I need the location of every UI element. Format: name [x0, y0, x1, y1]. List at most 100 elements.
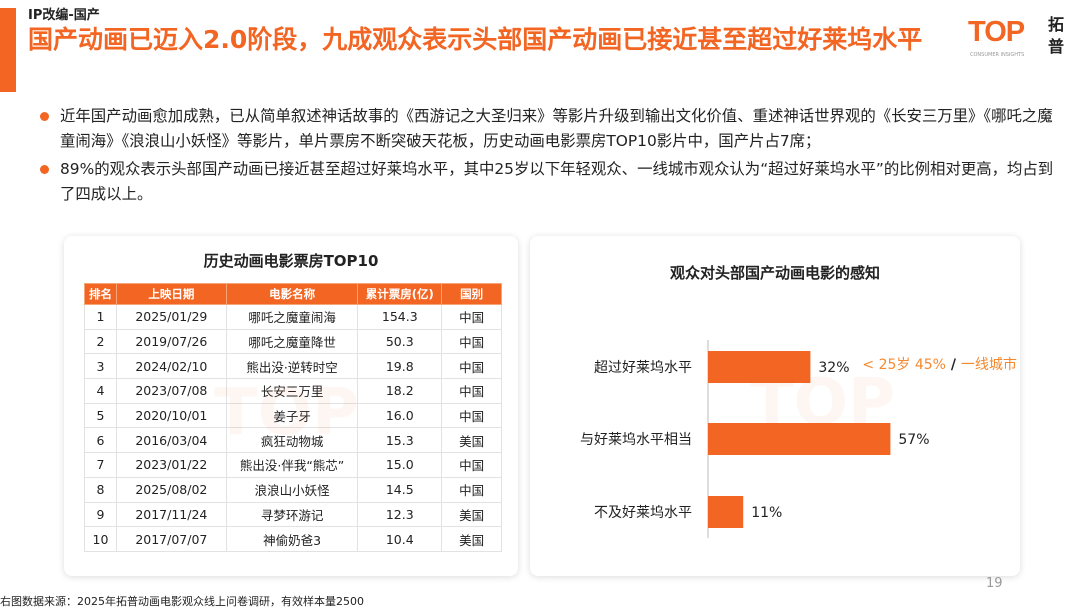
bullet-text: 89%的观众表示头部国产动画已接近甚至超过好莱坞水平，其中25岁以下年轻观众、一… — [60, 160, 1054, 203]
table-cell: 6 — [84, 427, 117, 454]
table-cell: 2023/01/22 — [115, 452, 227, 478]
table-cell: 2017/07/07 — [115, 526, 227, 552]
bar-annotation: < 25岁 45% / 一线城市 42% — [862, 356, 1020, 373]
table-cell: 中国 — [441, 304, 502, 330]
column-header: 上映日期 — [115, 283, 227, 305]
table-cell: 美国 — [441, 427, 502, 454]
box-office-table: 排名 上映日期 电影名称 累计票房(亿) 国别 1 2025/01/29 哪吒之魔童… — [84, 283, 502, 552]
table-cell: 2019/07/26 — [115, 328, 227, 355]
table-cell: 中国 — [441, 476, 502, 503]
table-cell: 14.5 — [357, 476, 443, 503]
table-cell: 2020/10/01 — [115, 402, 227, 429]
table-cell: 中国 — [441, 402, 502, 429]
table-cell: 哪吒之魔童降世 — [225, 328, 359, 355]
table-row: 10 2017/07/07 神偷奶爸3 10.4 美国 — [84, 526, 502, 552]
category-label: 与好莱坞水平相当 — [580, 432, 692, 448]
box-office-title: 历史动画电影票房TOP10 — [203, 252, 379, 270]
table-cell: 2017/11/24 — [115, 501, 227, 528]
value-label: 11% — [751, 505, 782, 521]
table-cell: 4 — [84, 378, 117, 404]
bar — [708, 496, 744, 528]
column-header: 国别 — [441, 283, 502, 305]
category-label: 超过好莱坞水平 — [594, 360, 692, 376]
category-label: 不及好莱坞水平 — [594, 505, 692, 521]
table-cell: 1 — [84, 304, 117, 330]
section-tag: IP改编-国产 — [28, 8, 100, 23]
table-cell: 美国 — [441, 501, 502, 528]
table-cell: 8 — [84, 476, 117, 503]
perception-chart-card: 观众对头部国产动画电影的感知 超过好莱坞水平 32% 与好莱坞水平相当 57% 不及好莱… — [530, 236, 1020, 576]
table-cell: 9 — [84, 501, 117, 528]
table-cell: 15.0 — [357, 452, 443, 478]
table-cell: 中国 — [441, 378, 502, 404]
table-row: 1 2025/01/29 哪吒之魔童闹海 154.3 中国 — [84, 304, 502, 330]
table-cell: 哪吒之魔童闹海 — [225, 304, 359, 330]
table-cell: 寻梦环游记 — [225, 501, 359, 528]
bullet-text: 近年国产动画愈加成熟，已从简单叙述神话故事的《西游记之大圣归来》等影片升级到输出… — [60, 107, 1053, 150]
table-cell: 2025/08/02 — [115, 476, 227, 503]
table-header-row: 排名 上映日期 电影名称 累计票房(亿) 国别 — [84, 283, 502, 305]
table-cell: 3 — [84, 353, 117, 380]
table-row: 4 2023/07/08 长安三万里 18.2 中国 — [84, 378, 502, 404]
table-row: 6 2016/03/04 疯狂动物城 15.3 美国 — [84, 427, 502, 454]
annotation-tier1: 一线城市 42% — [961, 356, 1020, 373]
logo-chinese: 拓普 — [1047, 15, 1064, 56]
column-header: 电影名称 — [225, 283, 359, 305]
table-cell: 15.3 — [357, 427, 443, 454]
table-row: 9 2017/11/24 寻梦环游记 12.3 美国 — [84, 501, 502, 528]
column-header: 累计票房(亿) — [357, 283, 443, 305]
table-cell: 10 — [84, 526, 117, 552]
bullet-list: 近年国产动画愈加成熟，已从简单叙述神话故事的《西游记之大圣归来》等影片升级到输出… — [36, 104, 1056, 210]
table-cell: 浪浪山小妖怪 — [225, 476, 359, 503]
logo-wordmark: TOP — [968, 16, 1025, 48]
value-label: 57% — [898, 432, 929, 448]
table-cell: 熊出没·逆转时空 — [225, 353, 359, 380]
table-row: 2 2019/07/26 哪吒之魔童降世 50.3 中国 — [84, 328, 502, 355]
value-label: 32% — [818, 360, 849, 376]
table-cell: 10.4 — [357, 526, 443, 552]
table-cell: 7 — [84, 452, 117, 478]
table-cell: 5 — [84, 402, 117, 429]
table-cell: 154.3 — [357, 304, 443, 330]
table-body: 1 2025/01/29 哪吒之魔童闹海 154.3 中国 2 2019/07/26 哪吒之魔… — [84, 304, 502, 552]
bullet-item: 89%的观众表示头部国产动画已接近甚至超过好莱坞水平，其中25岁以下年轻观众、一… — [36, 157, 1056, 207]
table-row: 5 2020/10/01 姜子牙 16.0 中国 — [84, 402, 502, 429]
table-cell: 2016/03/04 — [115, 427, 227, 454]
table-cell: 长安三万里 — [225, 378, 359, 404]
table-cell: 50.3 — [357, 328, 443, 355]
table-row: 3 2024/02/10 熊出没·逆转时空 19.8 中国 — [84, 353, 502, 380]
table-cell: 19.8 — [357, 353, 443, 380]
table-cell: 美国 — [441, 526, 502, 552]
perception-bar-chart: 超过好莱坞水平 32% 与好莱坞水平相当 57% 不及好莱坞水平 11% < 25岁 45%… — [580, 340, 1020, 538]
table-cell: 熊出没·伴我“熊芯” — [225, 452, 359, 478]
bar — [708, 351, 811, 383]
table-cell: 2024/02/10 — [115, 353, 227, 380]
title-accent-bar — [0, 8, 16, 92]
page-number: 19 — [986, 576, 1003, 591]
table-cell: 疯狂动物城 — [225, 427, 359, 454]
page-title: 国产动画已迈入2.0阶段，九成观众表示头部国产动画已接近甚至超过好莱坞水平 — [28, 25, 923, 54]
table-cell: 18.2 — [357, 378, 443, 404]
chart-title: 观众对头部国产动画电影的感知 — [669, 264, 880, 282]
table-cell: 神偷奶爸3 — [225, 526, 359, 552]
table-cell: 16.0 — [357, 402, 443, 429]
bullet-item: 近年国产动画愈加成熟，已从简单叙述神话故事的《西游记之大圣归来》等影片升级到输出… — [36, 104, 1056, 154]
logo-subtitle: CONSUMER INSIGHTS — [970, 52, 1025, 58]
annotation-separator: / — [946, 357, 961, 373]
table-cell: 中国 — [441, 353, 502, 380]
table-cell: 2 — [84, 328, 117, 355]
annotation-young: < 25岁 45% — [862, 357, 946, 373]
bullet-dot-icon — [40, 165, 49, 174]
source-note: 右图数据来源：2025年拓普动画电影观众线上问卷调研，有效样本量2500 — [0, 595, 364, 608]
column-header: 排名 — [84, 283, 117, 305]
table-cell: 12.3 — [357, 501, 443, 528]
table-row: 8 2025/08/02 浪浪山小妖怪 14.5 中国 — [84, 476, 502, 503]
table-row: 7 2023/01/22 熊出没·伴我“熊芯” 15.0 中国 — [84, 452, 502, 478]
table-cell: 中国 — [441, 452, 502, 478]
table-cell: 2025/01/29 — [115, 304, 227, 330]
table-cell: 中国 — [441, 328, 502, 355]
bar — [708, 423, 891, 455]
table-cell: 姜子牙 — [225, 402, 359, 429]
bullet-dot-icon — [40, 112, 49, 121]
